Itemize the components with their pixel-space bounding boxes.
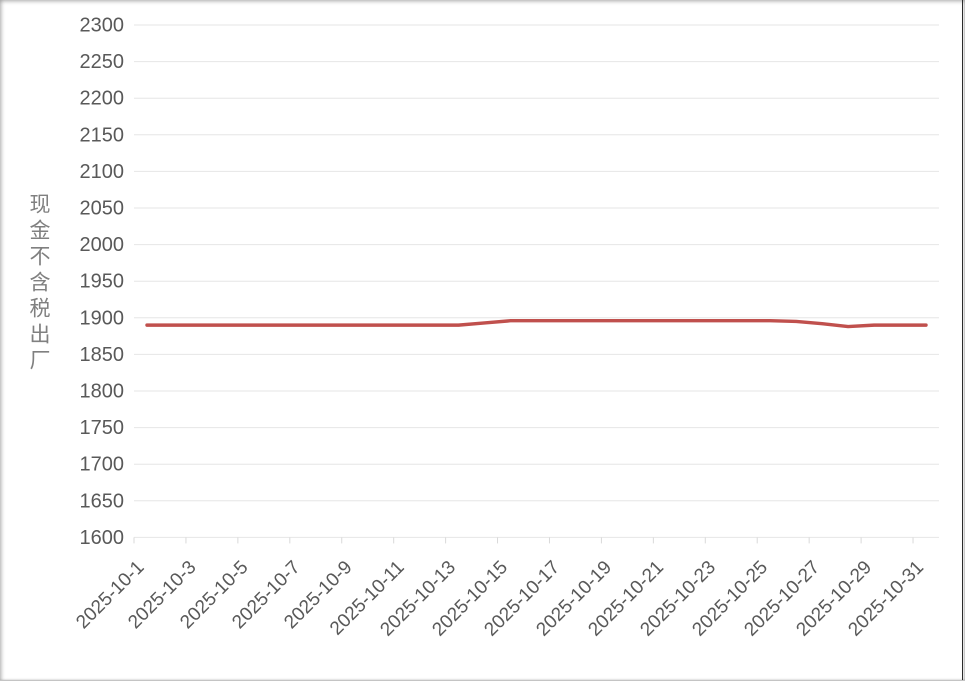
- svg-text:2250: 2250: [80, 51, 125, 73]
- svg-text:1600: 1600: [80, 527, 125, 549]
- svg-text:2100: 2100: [80, 161, 125, 183]
- svg-text:2150: 2150: [80, 124, 125, 146]
- svg-text:1700: 1700: [80, 454, 125, 476]
- svg-text:1900: 1900: [80, 307, 125, 329]
- svg-text:1750: 1750: [80, 417, 125, 439]
- svg-text:2000: 2000: [80, 234, 125, 256]
- svg-text:1800: 1800: [80, 381, 125, 403]
- svg-text:1850: 1850: [80, 344, 125, 366]
- svg-text:1950: 1950: [80, 271, 125, 293]
- svg-text:2200: 2200: [80, 88, 125, 110]
- svg-text:1650: 1650: [80, 490, 125, 512]
- svg-text:2300: 2300: [80, 15, 125, 37]
- svg-text:2050: 2050: [80, 198, 125, 220]
